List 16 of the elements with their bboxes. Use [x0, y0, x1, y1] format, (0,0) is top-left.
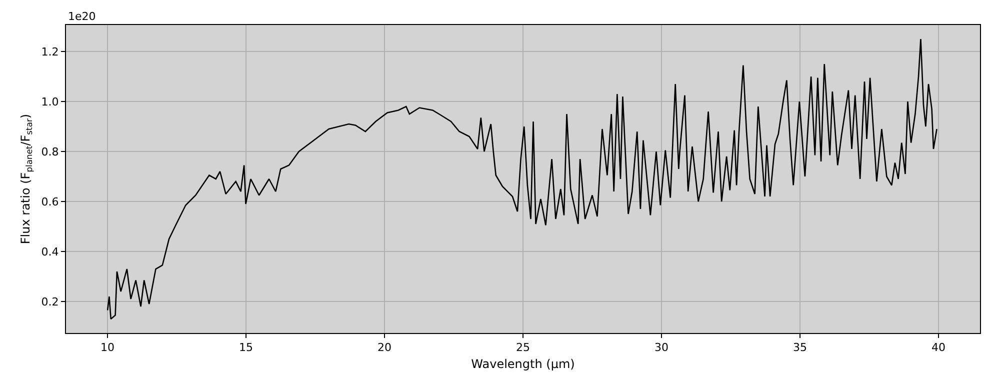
y-tick-label: 0.6	[41, 195, 59, 208]
x-tick-label: 25	[516, 341, 530, 354]
x-tick-label: 10	[100, 341, 115, 354]
y-tick-label: 1.0	[41, 95, 59, 108]
x-tick-label: 20	[378, 341, 392, 354]
x-tick-label: 40	[931, 341, 946, 354]
x-axis-title: Wavelength (μm)	[471, 357, 575, 372]
x-tick-label: 15	[239, 341, 254, 354]
y-tick-label: 0.2	[41, 295, 59, 308]
y-tick-label: 0.8	[41, 145, 59, 158]
line-series	[106, 38, 938, 320]
x-tick-label: 30	[654, 341, 668, 354]
y-tick-label: 1.2	[41, 45, 59, 58]
x-tick-label: 35	[792, 341, 807, 354]
text: 1e20	[68, 10, 96, 23]
y-tick-label: 0.4	[41, 245, 59, 258]
